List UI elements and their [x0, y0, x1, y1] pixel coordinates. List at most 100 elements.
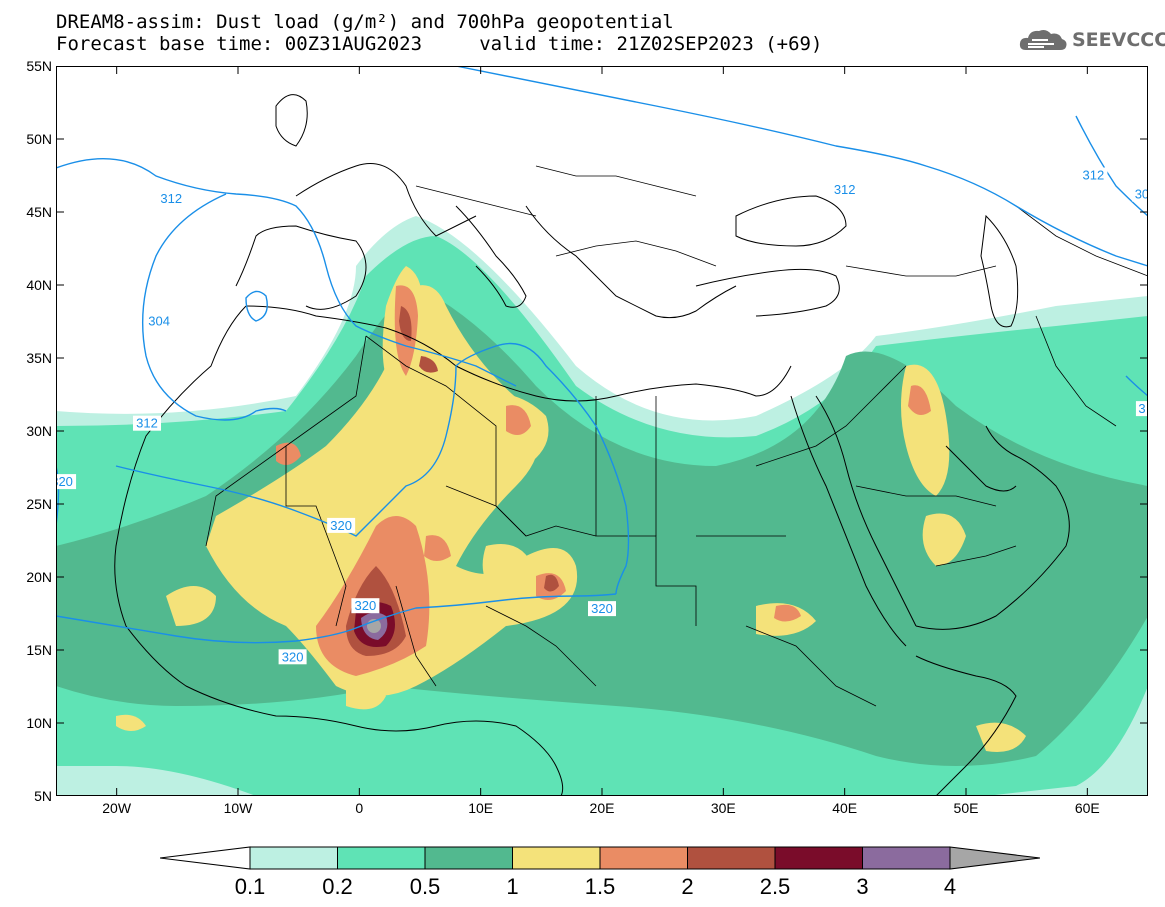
colorbar-label: 0.2: [322, 874, 353, 899]
colorbar-segment: [862, 846, 951, 870]
lat-label: 50N: [26, 131, 52, 147]
coast-arabia: [915, 425, 1070, 630]
contour-312-loop: [141, 193, 287, 421]
dust-map: 312 312 312 304 312 320 320 320 320 320 30 3: [56, 66, 1148, 796]
contour-304: [245, 290, 268, 322]
contour-value: 312: [1083, 168, 1105, 183]
dust-shading: [56, 216, 1148, 796]
dust-level-2-chad: [544, 574, 559, 592]
coast-red-sea: [790, 395, 917, 647]
seevccc-logo: SEEVCCC: [1018, 26, 1165, 54]
country-borders: [205, 165, 1148, 707]
coast-mediterranean: [245, 305, 792, 402]
contour-label: 312: [133, 415, 161, 431]
lat-label: 55N: [26, 58, 52, 74]
lat-label: 30N: [26, 423, 52, 439]
contour-labels: 312 312 312 304 312 320 320 320 320 320 30 3: [56, 167, 1148, 665]
lat-label: 20N: [26, 569, 52, 585]
coast-uk: [275, 94, 308, 147]
dust-level-2-algeria: [399, 306, 412, 341]
map-title: DREAM8-assim: Dust load (g/m²) and 700hP…: [56, 11, 674, 33]
dust-level-2-tunisia: [419, 356, 438, 373]
coast-turkey: [695, 268, 840, 317]
colorbar-over: [949, 846, 1040, 870]
dust-level-1.5-libya: [506, 405, 531, 435]
dust-level-1-west: [206, 285, 578, 696]
colorbar-segment: [337, 846, 426, 870]
contour-312-atlantic: [56, 158, 517, 387]
lon-label: 30E: [710, 800, 736, 816]
dust-level-1-somalia: [976, 722, 1026, 752]
lon-label: 10W: [223, 800, 253, 816]
colorbar-label: 0.5: [409, 874, 441, 899]
lon-label: 20W: [102, 800, 132, 816]
contour-value: 320: [330, 518, 352, 533]
dust-level-1-chad: [482, 544, 536, 599]
dust-level-1-mali: [166, 586, 216, 626]
contour-label: 320: [588, 601, 616, 617]
colorbar-under: [160, 846, 251, 870]
lat-label: 40N: [26, 277, 52, 293]
colorbar-segment: [599, 846, 688, 870]
colorbar-segment: [512, 846, 601, 870]
contour-label: 312: [1079, 167, 1108, 183]
contour-label: 312: [157, 190, 186, 206]
lat-label: 5N: [34, 788, 52, 804]
coast-persian-gulf: [945, 445, 1017, 492]
lat-label: 10N: [26, 715, 52, 731]
contour-value: 312: [136, 416, 158, 431]
contour-value: 320: [355, 598, 377, 613]
coastlines: [114, 94, 1070, 796]
coast-italy: [455, 205, 527, 308]
lat-label: 45N: [26, 204, 52, 220]
logo-text: SEEVCCC: [1072, 29, 1165, 51]
contour-3-east: [1125, 375, 1148, 397]
contour-value: 304: [148, 314, 170, 329]
lon-label: 40E: [832, 800, 858, 816]
contour-label: 30: [1131, 186, 1148, 202]
contour-value: 30: [1135, 186, 1148, 201]
dust-level-1.5-morocco: [424, 535, 451, 561]
lon-label: 20E: [589, 800, 615, 816]
dust-level-1-saudi: [922, 513, 966, 566]
contour-label: 320: [56, 474, 77, 490]
contour-value: 320: [282, 649, 304, 664]
cloud-logo-icon: [1019, 30, 1067, 50]
contour-label: 3: [1135, 401, 1148, 417]
coast-black-sea: [735, 195, 847, 247]
colorbar-label: 1: [506, 874, 519, 899]
geopotential-contours: [56, 66, 1148, 644]
colorbar-segment: [424, 846, 513, 870]
coast-gulf-guinea: [435, 720, 564, 796]
contour-label: 320: [278, 649, 307, 665]
coast-balkans: [525, 205, 737, 319]
contour-value: 312: [834, 182, 856, 197]
contour-label: 304: [145, 313, 174, 329]
contour-value: 312: [160, 191, 182, 206]
coast-horn: [915, 655, 1017, 796]
coast-iberia: [235, 225, 367, 310]
lon-label: 60E: [1074, 800, 1100, 816]
coast-africa-west: [114, 305, 437, 732]
colorbar-label: 2.5: [759, 874, 791, 899]
contour-value: 3: [1138, 401, 1145, 416]
dust-level-1-nigeria: [346, 682, 386, 710]
contour-value: 320: [56, 474, 73, 489]
contour-label: 320: [327, 517, 356, 533]
colorbar-label: 4: [943, 874, 957, 899]
lon-label: 50E: [953, 800, 979, 816]
colorbar-segment: [687, 846, 776, 870]
dust-level-1-guinea: [116, 714, 146, 731]
lat-label: 15N: [26, 642, 52, 658]
lat-label: 35N: [26, 350, 52, 366]
lat-label: 25N: [26, 496, 52, 512]
colorbar-label: 1.5: [584, 874, 616, 899]
contour-label: 320: [351, 598, 380, 614]
contour-312-north: [455, 66, 1148, 267]
contour-value: 320: [591, 601, 613, 616]
colorbar-segment: [774, 846, 863, 870]
contour-320-north: [115, 342, 630, 595]
lon-label: 0: [355, 800, 364, 816]
colorbar-label: 0.1: [234, 874, 266, 899]
coast-france: [295, 163, 477, 237]
